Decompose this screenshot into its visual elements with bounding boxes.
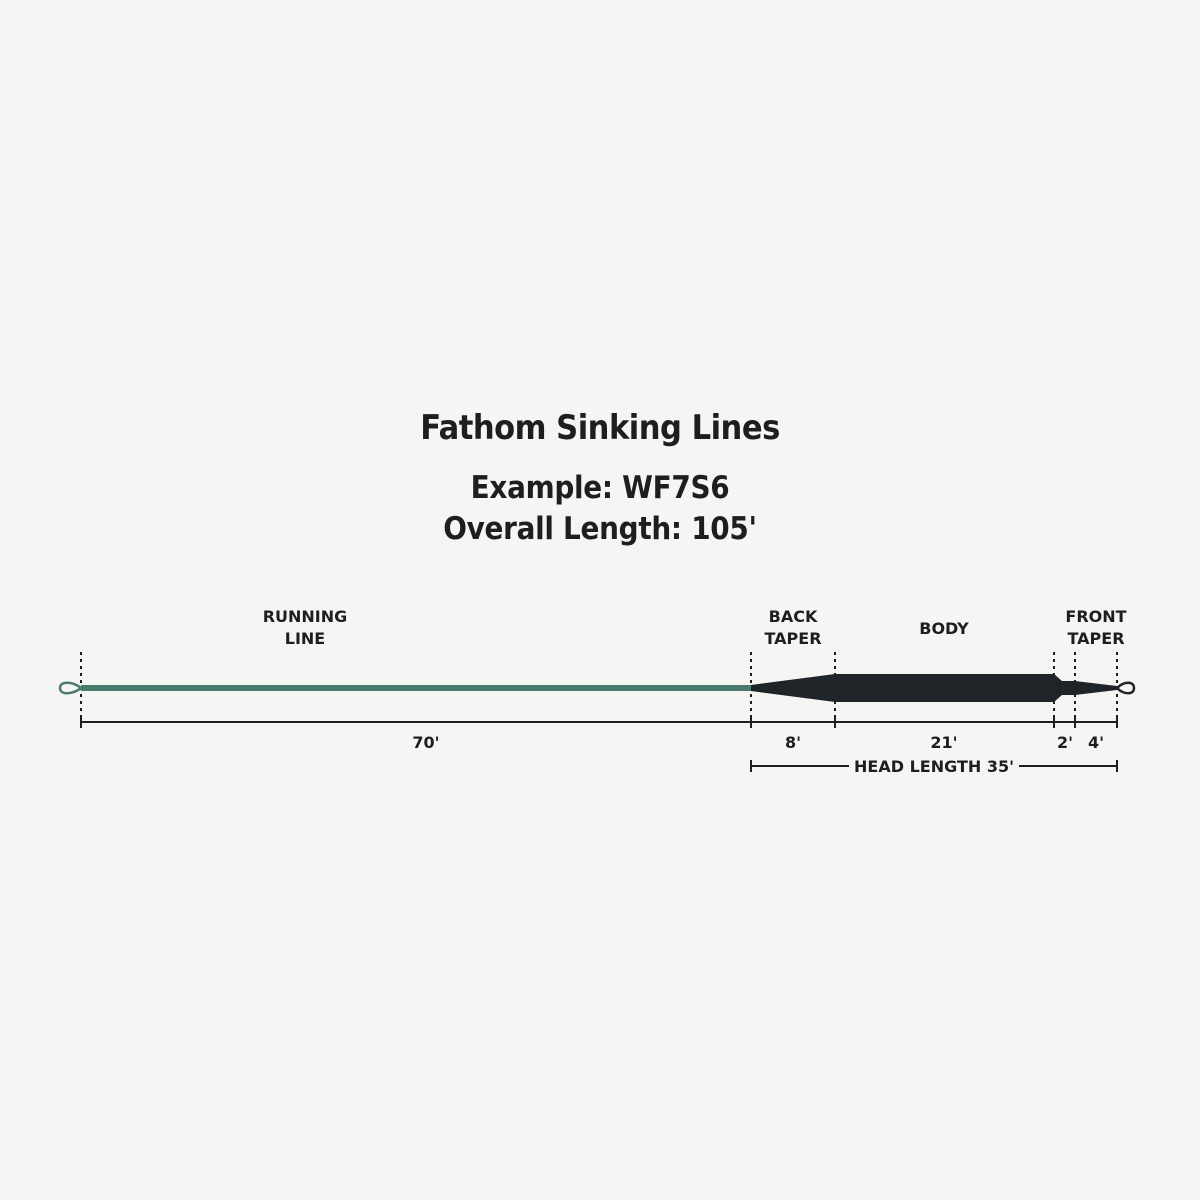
section-dividers [80,652,1118,720]
rear-loop-icon [58,681,82,695]
running-line-length: 70' [412,733,439,752]
back-taper-label-1: BACK [769,607,818,626]
running-line-label-2: LINE [285,629,325,648]
overall-length-text: Overall Length: 105' [443,511,757,547]
front-loop-icon [1116,681,1136,695]
line-head [751,674,1117,702]
diagram-title: Fathom Sinking Lines [420,408,780,448]
body-label: BODY [919,619,969,638]
running-line-label-1: RUNNING [263,607,348,626]
dimension-line [80,716,1118,728]
back-taper-label-2: TAPER [764,629,821,648]
body-length: 21' [930,733,957,752]
front-taper-label-2: TAPER [1067,629,1124,648]
transition-length: 2' [1057,733,1073,752]
head-length-label: HEAD LENGTH 35' [854,757,1014,776]
example-text: Example: WF7S6 [470,470,730,506]
back-taper-length: 8' [785,733,801,752]
head-length-bracket [750,760,1118,772]
front-taper-label-1: FRONT [1065,607,1126,626]
front-taper-length: 4' [1088,733,1104,752]
